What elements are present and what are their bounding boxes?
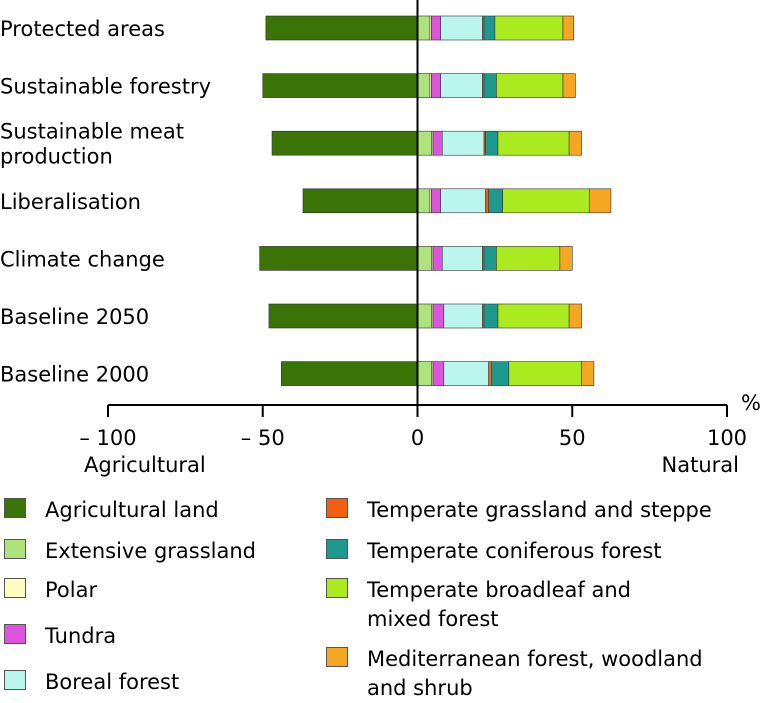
bar-segment <box>432 130 443 156</box>
x-unit-label: % <box>741 391 761 415</box>
bar-segment <box>581 361 595 386</box>
category-label: Baseline 2050 <box>0 305 149 329</box>
bar-segment <box>559 246 573 271</box>
x-tick-label: 50 <box>559 426 586 450</box>
bar-segment <box>488 188 503 214</box>
bar-segment <box>508 361 582 386</box>
bar-segment <box>496 73 564 98</box>
bar-segment <box>432 303 445 329</box>
bar-segment <box>417 246 432 271</box>
x-tick-label: – 50 <box>241 426 285 450</box>
bar-segment <box>568 130 582 156</box>
bar-segment <box>483 303 499 329</box>
bar-segment <box>568 303 582 329</box>
bar-segment <box>497 130 570 156</box>
bar-segment <box>441 246 483 271</box>
bar-segment <box>262 73 418 98</box>
bar-segment <box>502 188 590 214</box>
bar-segment <box>417 130 432 156</box>
bar-segment <box>302 188 418 214</box>
bar-segment <box>588 188 612 214</box>
bar-segment <box>441 130 485 156</box>
bar-segment <box>491 361 510 386</box>
bar-segment <box>562 15 575 41</box>
bar-segment <box>431 15 442 41</box>
category-label: Climate change <box>0 247 165 271</box>
x-tick-label: 100 <box>707 426 747 450</box>
category-label: Liberalisation <box>0 190 141 214</box>
bar-segment <box>483 15 496 41</box>
bar-segment <box>497 303 570 329</box>
bar-segment <box>417 15 431 41</box>
x-tick-label: – 100 <box>79 426 136 450</box>
category-label: Sustainable meat <box>0 120 184 144</box>
bar-segment <box>483 73 497 98</box>
bar-segment <box>271 130 418 156</box>
bar-segment <box>417 73 431 98</box>
bar-segment <box>432 361 445 386</box>
category-label: Sustainable forestry <box>0 75 211 99</box>
bar-segment <box>496 246 561 271</box>
bar-segment <box>431 73 442 98</box>
bar-segment <box>494 15 564 41</box>
bar-segment <box>483 246 497 271</box>
bar-segment <box>417 188 431 214</box>
category-label: Baseline 2000 <box>0 363 149 387</box>
natural-axis-label: Natural <box>662 453 739 477</box>
bar-segment <box>440 15 483 41</box>
bar-segment <box>440 73 483 98</box>
bar-segment <box>268 303 418 329</box>
bar-segment <box>432 246 443 271</box>
bar-segment <box>488 361 493 386</box>
bar-segment <box>485 130 499 156</box>
bar-segment <box>281 361 418 386</box>
bar-segment <box>443 361 489 386</box>
bar-segment <box>259 246 418 271</box>
bar-segment <box>417 303 432 329</box>
agricultural-axis-label: Agricultural <box>84 453 206 477</box>
bar-segment <box>417 361 432 386</box>
category-label: production <box>0 145 113 169</box>
category-label: Protected areas <box>0 17 165 41</box>
bar-segment <box>440 188 486 214</box>
bar-segment <box>431 188 442 214</box>
x-tick-label: 0 <box>411 426 424 450</box>
bar-segment <box>443 303 483 329</box>
bar-segment <box>485 188 489 214</box>
bar-segment <box>265 15 418 41</box>
bar-segment <box>562 73 576 98</box>
